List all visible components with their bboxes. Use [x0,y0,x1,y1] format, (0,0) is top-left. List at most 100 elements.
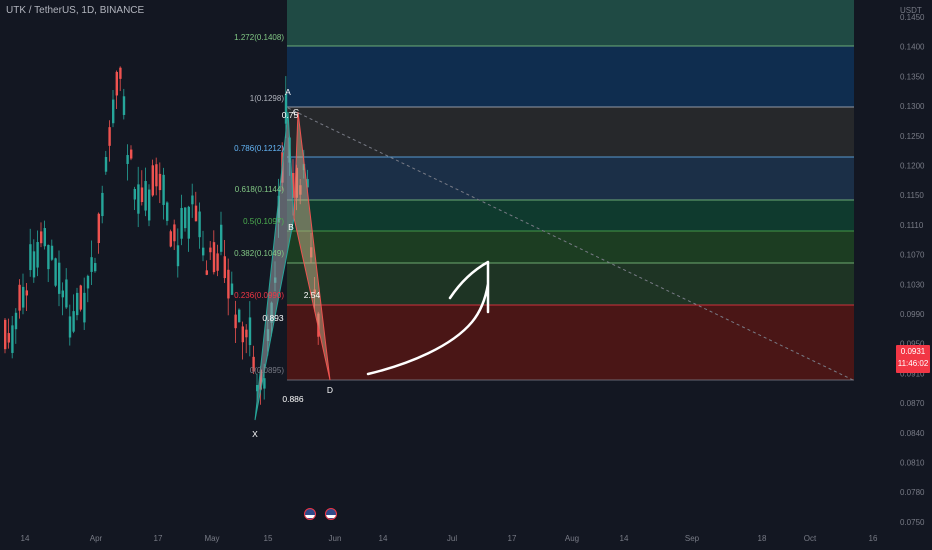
fib-zone [287,305,854,380]
candle-body [47,245,50,270]
pattern-ratio-ab: 0.893 [262,313,284,323]
candle-body [234,314,237,329]
candle-body [173,224,176,242]
candle-body [284,93,288,124]
pattern-point-d: D [327,385,333,395]
time-tick-label: Jun [329,534,342,543]
candle-body [29,244,32,271]
candle-body [263,378,266,389]
price-tick-label: 0.1350 [900,72,925,81]
price-tick-label: 0.0870 [900,399,925,408]
time-tick-label: 14 [620,534,629,543]
candle-body [101,192,104,217]
arrow-up-icon [366,260,490,376]
candle-body [72,311,75,332]
time-axis[interactable]: 14 Apr 17 May 15 Jun 14 Jul 17 Aug 14 Sep 18 Oct 16 [21,534,878,543]
pattern-ratio-cd: 2.54 [304,290,321,300]
countdown-timer: 11:46:02 [897,359,929,368]
candle-body [79,285,82,310]
pattern-point-a: A [285,87,291,97]
candle-body [25,290,28,296]
candle-body [108,127,111,146]
candle-body [158,173,162,191]
candle-body [86,275,90,289]
time-tick-label: 17 [154,534,163,543]
pattern-point-x: X [252,429,258,439]
fib-level-label: 1.272(0.1408) [234,33,284,42]
candle-body [292,173,295,198]
price-tick-label: 0.1150 [900,191,924,200]
time-tick-label: May [204,534,219,543]
price-tick-label: 0.1400 [900,43,925,52]
candle-body [54,258,57,286]
candle-body [130,149,133,159]
price-tick-label: 0.0750 [900,518,925,527]
candle-body [36,242,39,268]
price-tick-label: 0.1300 [900,102,925,111]
candle-body [144,180,147,211]
candle-body [18,284,21,311]
price-tick-label: 0.0810 [900,459,925,468]
candle-body [90,257,93,272]
candle-body [205,270,208,275]
candle-body [50,245,54,260]
candle-body [40,231,43,244]
price-tick-label: 0.0840 [900,429,925,438]
time-tick-label: Sep [685,534,700,543]
price-tick-label: 0.1200 [900,162,925,171]
symbol-title[interactable]: UTK / TetherUS, 1D, BINANCE [6,5,145,16]
candle-body [94,263,97,272]
price-tick-label: 0.1030 [900,280,925,289]
us-flag-event-icon[interactable] [325,508,337,520]
candle-body [4,319,7,350]
time-tick-label: Aug [565,534,579,543]
time-tick-label: 15 [264,534,273,543]
price-tick-label: 0.1250 [900,132,925,141]
fibonacci-retracement[interactable] [287,0,854,381]
candle-body [184,207,187,229]
candle-body [14,312,18,330]
candle-body [151,165,154,196]
candle-body [230,283,234,295]
time-tick-label: 16 [869,534,878,543]
candle-body [68,316,72,338]
last-price-value: 0.0931 [900,347,926,356]
time-tick-label: Apr [90,534,103,543]
us-flag-event-icon[interactable] [304,508,316,520]
projection-dashed-line [287,107,854,381]
fib-zone [287,46,854,107]
candle-body [11,325,14,353]
price-tick-label: 0.0950 [900,340,925,349]
fib-zone [287,0,854,46]
candle-body [148,189,151,221]
time-tick-label: 14 [379,534,388,543]
candle-body [202,247,205,256]
candle-body [155,164,158,187]
fib-level-label: 0.5(0.1097) [243,217,284,226]
time-tick-label: Oct [804,534,817,543]
candle-body [162,174,165,205]
candle-body [122,96,126,115]
price-axis[interactable]: 0.1450 0.1400 0.1350 0.1300 0.1250 0.1200 0.11… [900,13,925,527]
candle-body [212,242,216,273]
fib-zone [287,107,854,157]
price-tick-label: 0.1110 [900,221,924,230]
candle-body [187,206,190,239]
candle-body [61,290,64,298]
candle-body [97,213,100,244]
candle-body [256,385,259,392]
candle-body [104,157,108,172]
pattern-ratio-bc: 0.75 [282,110,299,120]
candle-body [76,292,79,316]
candle-body [216,253,219,271]
candle-body [126,155,129,164]
price-tick-label: 0.0910 [900,369,925,378]
pattern-ratio-xd: 0.886 [282,394,304,404]
candle-body [83,292,86,323]
fib-zone [287,200,854,231]
harmonic-pattern[interactable] [254,107,854,421]
candle-body [166,202,169,221]
fib-zone [287,263,854,305]
candle-body [119,67,122,79]
